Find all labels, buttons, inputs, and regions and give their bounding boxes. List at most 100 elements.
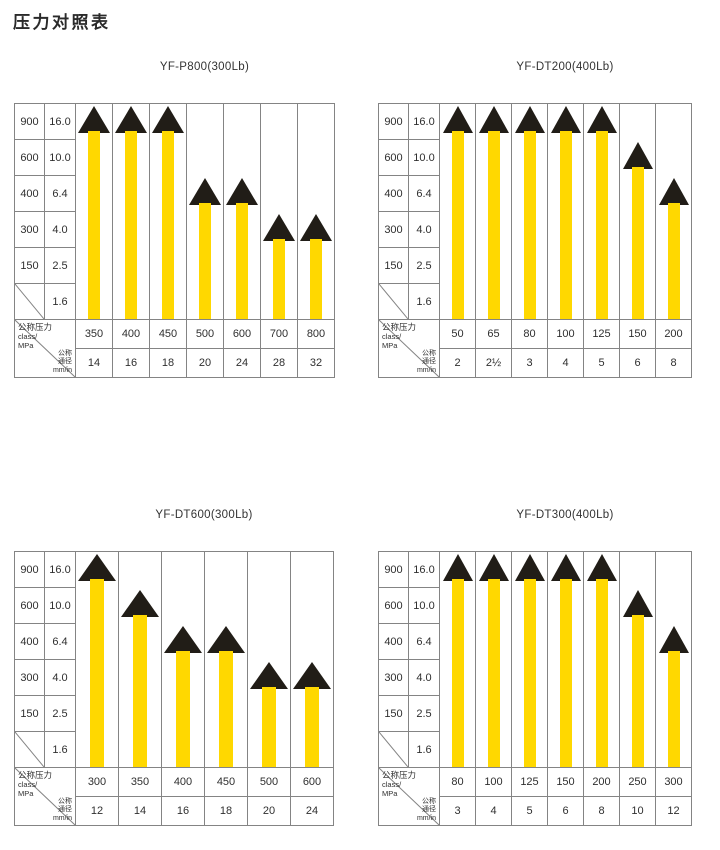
bar-column [655,551,692,768]
diagonal-line [379,284,408,319]
diameter-in-cell: 32 [297,348,335,378]
axis-mpa-cell: 6.4 [44,175,76,212]
pressure-diameter-table: 900 16.0 600 10.0 400 6.4 300 4.0 150 2.5 1.6 公称压力 c… [14,103,335,378]
axis-class-cell: 900 [378,551,409,588]
diameter-mm-cell: 450 [149,319,187,349]
bar-column [149,103,187,320]
diameter-in-cell: 3 [439,796,476,826]
axis-class-cell: 600 [378,139,409,176]
diameter-mm-cell: 500 [186,319,224,349]
diameter-in-cell: 4 [547,348,584,378]
triangle-marker [164,626,202,653]
diagonal-line [15,284,44,319]
diameter-axis-label: 公称 通径 mm/in [416,349,436,374]
axis-class-cell: 900 [14,551,45,588]
bar [133,615,147,767]
chart-title: YF-DT200(400Lb) [516,61,614,73]
bar-column [204,551,248,768]
diameter-mm-cell: 350 [118,767,162,797]
bar [487,131,500,319]
diameter-mm-cell: 300 [75,767,119,797]
bar [219,651,233,767]
axis-class-cell: 300 [14,211,45,248]
bar-column [511,551,548,768]
triangle-marker [152,106,184,133]
diameter-in-cell: 18 [204,796,248,826]
triangle-marker [442,106,473,133]
pressure-axis-label: 公称压力 class/MPa [382,770,417,799]
diameter-in-cell: 20 [247,796,291,826]
axis-class-cell: 300 [14,659,45,696]
triangle-marker [293,662,331,689]
axis-mpa-cell: 2.5 [44,247,76,284]
bar [667,203,680,319]
diameter-mm-cell: 100 [475,767,512,797]
bar [523,131,536,319]
page-title: 压力对照表 [13,13,111,32]
diameter-in-cell: 2 [439,348,476,378]
axis-class-cell: 150 [14,695,45,732]
triangle-marker [514,106,545,133]
bar-column [161,551,205,768]
diameter-in-cell: 24 [290,796,334,826]
axis-mpa-cell: 4.0 [408,659,440,696]
bar [273,239,285,319]
diameter-mm-cell: 350 [75,319,113,349]
bar-column [439,551,476,768]
diameter-in-cell: 20 [186,348,224,378]
axis-class-cell: 600 [378,587,409,624]
bar [162,131,174,319]
diameter-in-cell: 8 [655,348,692,378]
bar-column [619,551,656,768]
diameter-in-cell: 12 [655,796,692,826]
diameter-mm-cell: 65 [475,319,512,349]
diameter-mm-cell: 80 [439,767,476,797]
diameter-mm-cell: 50 [439,319,476,349]
diameter-mm-cell: 450 [204,767,248,797]
diameter-in-cell: 3 [511,348,548,378]
triangle-marker [622,590,653,617]
axis-mpa-cell: 1.6 [408,731,440,768]
bar [667,651,680,767]
bar-column [475,103,512,320]
bar [90,579,104,767]
bar [451,131,464,319]
triangle-marker [226,178,258,205]
pressure-axis-label: 公称压力 class/MPa [382,322,417,351]
bar-column [547,103,584,320]
diameter-in-cell: 14 [118,796,162,826]
bar [595,579,608,767]
axis-class-cell: 600 [14,587,45,624]
bar-column [186,103,224,320]
triangle-marker [263,214,295,241]
bar-column [260,103,298,320]
diameter-in-cell: 28 [260,348,298,378]
diameter-in-cell: 5 [511,796,548,826]
bar [559,579,572,767]
bar [176,651,190,767]
axis-mpa-cell: 6.4 [408,175,440,212]
axis-mpa-cell: 2.5 [408,247,440,284]
bar-column [118,551,162,768]
axis-mpa-cell: 10.0 [408,139,440,176]
axis-class-cell: 150 [378,247,409,284]
bar [631,615,644,767]
axis-class-cell: 900 [14,103,45,140]
bar-column [297,103,335,320]
axis-class-cell: 300 [378,211,409,248]
axis-class-cell: 400 [378,175,409,212]
triangle-marker [189,178,221,205]
pressure-diameter-table: 900 16.0 600 10.0 400 6.4 300 4.0 150 2.5 1.6 公称压力 c… [378,103,692,378]
axis-mpa-cell: 4.0 [44,659,76,696]
diameter-mm-cell: 500 [247,767,291,797]
axis-class-cell [14,731,45,768]
diagonal-line [379,768,439,825]
bar-column [655,103,692,320]
triangle-marker [586,554,617,581]
triangle-marker [658,626,689,653]
diameter-in-cell: 18 [149,348,187,378]
triangle-marker [478,554,509,581]
axis-mpa-cell: 2.5 [408,695,440,732]
diagonal-line [15,732,44,767]
diameter-in-cell: 14 [75,348,113,378]
